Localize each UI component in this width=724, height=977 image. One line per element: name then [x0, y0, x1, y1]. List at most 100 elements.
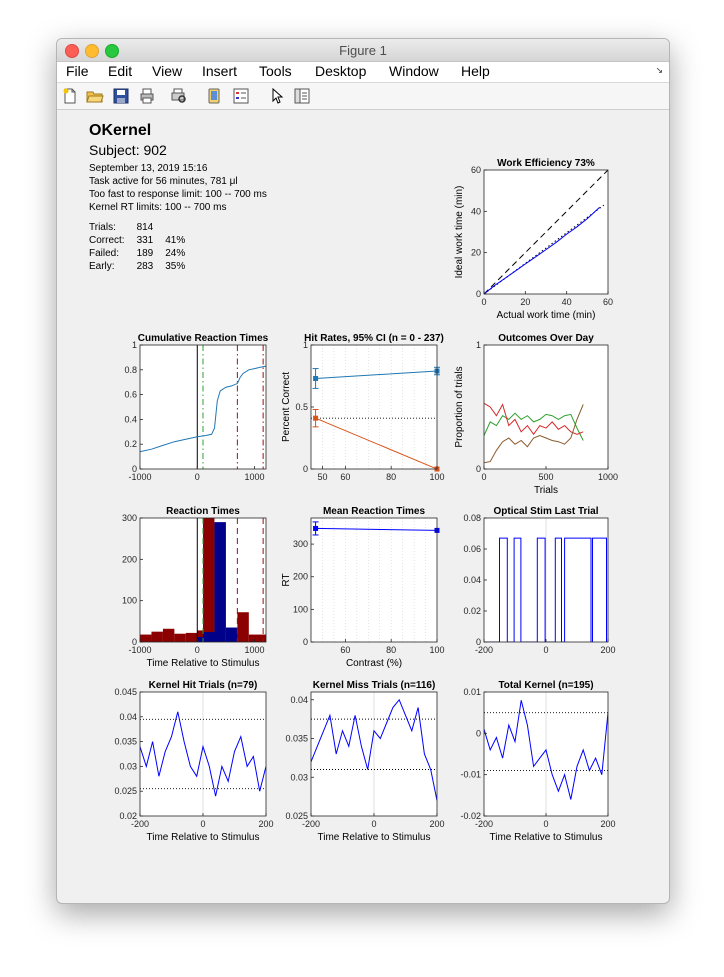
print-icon[interactable]	[138, 87, 156, 105]
zoom-window-button[interactable]	[105, 44, 119, 58]
mean-reaction-times-chart: 60 80 100 0 100 200 300 Mean Reaction Times Cont…	[281, 506, 445, 669]
stat-percent: 24%	[165, 248, 186, 259]
y-tick-label: 0	[303, 464, 308, 474]
stat-percent: 41%	[165, 235, 186, 246]
early-bar	[197, 630, 203, 642]
x-tick-label: 0	[481, 297, 486, 307]
x-tick-label: 100	[429, 472, 444, 482]
y-tick-label: 200	[293, 572, 308, 582]
series-line	[140, 365, 266, 453]
new-figure-icon[interactable]	[61, 87, 79, 105]
series-line	[315, 370, 437, 379]
early-bar	[185, 632, 198, 642]
x-tick-label: 200	[600, 645, 615, 655]
y-tick-label: 0.06	[463, 544, 481, 554]
y-tick-label: 0	[303, 637, 308, 647]
chart-title: Mean Reaction Times	[323, 506, 426, 517]
menu-window[interactable]: Window	[389, 63, 439, 79]
stat-label: Correct:	[89, 235, 125, 246]
menu-help[interactable]: Help	[461, 63, 490, 79]
chart-title: Outcomes Over Day	[498, 333, 594, 344]
x-tick-label: -200	[475, 819, 493, 829]
save-icon[interactable]	[112, 87, 130, 105]
edit-plot-arrow-icon[interactable]	[269, 87, 287, 105]
x-axis-label: Contrast (%)	[346, 658, 402, 669]
task-active-text: Task active for 56 minutes, 781 μl	[89, 176, 238, 187]
data-point	[313, 375, 319, 381]
menu-view[interactable]: View	[152, 63, 183, 79]
correct-bar	[197, 637, 203, 642]
x-tick-label: 0	[195, 472, 200, 482]
stat-label: Early:	[89, 261, 115, 272]
stats-row: Correct: 331 41%	[89, 234, 197, 247]
y-tick-label: 0.6	[124, 390, 137, 400]
y-tick-label: 1	[132, 340, 137, 350]
menu-edit[interactable]: Edit	[108, 63, 133, 79]
y-tick-label: 200	[122, 554, 137, 564]
x-axis-label: Time Relative to Stimulus	[490, 832, 603, 843]
x-tick-label: 50	[317, 472, 327, 482]
chart-title: Hit Rates, 95% CI (n = 0 - 237)	[304, 333, 444, 344]
menu-desktop[interactable]: Desktop	[315, 63, 367, 79]
y-axis-label: Ideal work time (min)	[454, 186, 465, 279]
too-fast-limit-text: Too fast to response limit: 100 -- 700 m…	[89, 189, 267, 200]
y-tick-label: 20	[471, 248, 481, 258]
series-line	[315, 527, 437, 531]
y-axis-label: RT	[281, 573, 292, 586]
x-tick-label: 20	[520, 297, 530, 307]
minimize-window-button[interactable]	[85, 44, 99, 58]
close-window-button[interactable]	[65, 44, 79, 58]
title-bar[interactable]: Figure 1	[57, 39, 669, 62]
link-icon[interactable]	[205, 87, 223, 105]
y-tick-label: 100	[293, 604, 308, 614]
kernel-miss-chart: -200 0 200 0.025 0.03 0.035 0.04 Kernel Miss Tr…	[285, 680, 444, 843]
menu-file[interactable]: File	[66, 63, 89, 79]
y-tick-label: 0.01	[463, 687, 481, 697]
early-bar	[248, 634, 266, 642]
menu-tools[interactable]: Tools	[259, 63, 292, 79]
chart-title: Kernel Miss Trials (n=116)	[313, 680, 436, 691]
y-tick-label: 0.02	[463, 606, 481, 616]
menu-overflow-icon[interactable]: ↘	[655, 65, 663, 75]
figure-canvas: OKernel Subject: 902 September 13, 2019 …	[57, 110, 669, 903]
chart-title: Cumulative Reaction Times	[138, 333, 269, 344]
figure-title: OKernel	[89, 122, 152, 139]
y-tick-label: 1	[476, 340, 481, 350]
property-inspector-icon[interactable]	[293, 87, 311, 105]
axes-frame	[139, 344, 267, 470]
x-tick-label: 60	[603, 297, 613, 307]
series-line	[484, 700, 608, 800]
stats-row: Early: 283 35%	[89, 260, 197, 273]
series-line	[484, 206, 601, 294]
early-bar	[203, 518, 215, 642]
series-line	[311, 698, 437, 801]
y-tick-label: 0.04	[119, 712, 137, 722]
y-tick-label: 0.4	[124, 414, 137, 424]
x-tick-label: -1000	[128, 472, 151, 482]
print-preview-icon[interactable]	[170, 87, 188, 105]
x-tick-label: 0	[195, 645, 200, 655]
y-tick-label: 1	[303, 340, 308, 350]
menu-insert[interactable]: Insert	[202, 63, 238, 79]
menu-bar: File Edit View Insert Tools Desktop Wind…	[57, 62, 669, 83]
correct-bar	[225, 627, 238, 642]
insert-legend-icon[interactable]	[232, 87, 250, 105]
kernel-hit-chart: -200 0 200 0.02 0.025 0.03 0.035 0.04 0.045 Kerne…	[114, 680, 273, 843]
plots-canvas: 0 20 40 60 0 20 40 60 Work Efficiency 73% Actual …	[114, 158, 618, 843]
subject-label: Subject: 902	[89, 142, 167, 158]
series-line	[315, 417, 437, 469]
y-tick-label: 0.035	[114, 737, 137, 747]
y-tick-label: 100	[122, 596, 137, 606]
data-point	[313, 525, 319, 531]
early-bar	[237, 612, 249, 642]
open-file-icon[interactable]	[86, 87, 104, 105]
y-axis-label: Percent Correct	[281, 372, 292, 442]
x-tick-label: 80	[386, 472, 396, 482]
y-tick-label: 0.025	[114, 786, 137, 796]
work-efficiency-chart: 0 20 40 60 0 20 40 60 Work Efficiency 73% Actual …	[454, 158, 613, 321]
x-tick-label: 100	[429, 645, 444, 655]
outcomes-over-day-chart: 0 500 1000 0 1 Outcomes Over Day Trials Proport…	[454, 333, 618, 496]
y-tick-label: 0.025	[285, 811, 308, 821]
